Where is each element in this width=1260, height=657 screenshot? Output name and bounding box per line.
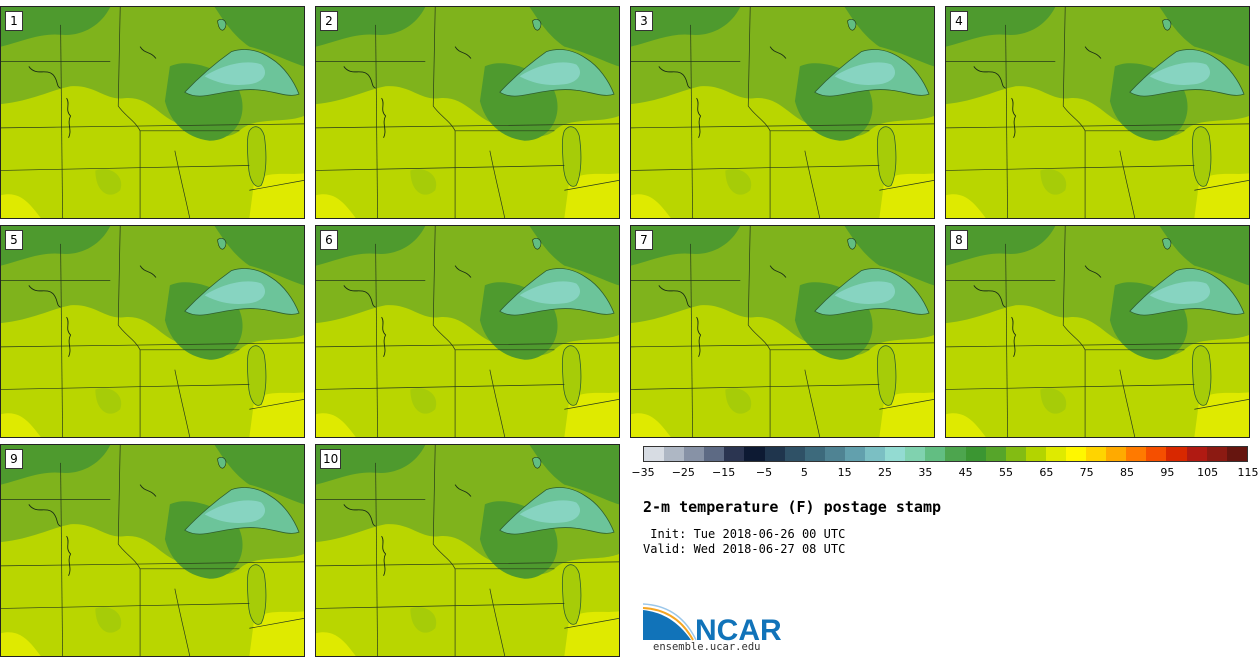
temperature-map (946, 7, 1249, 218)
colorbar-tick-label: 115 (1237, 466, 1259, 479)
colorbar-swatch (1106, 447, 1127, 461)
panel-number: 8 (950, 230, 968, 250)
colorbar-swatch (844, 447, 866, 461)
panel-6: 6 (315, 225, 620, 438)
ncar-logo-text: NCAR (695, 614, 782, 647)
temperature-colorbar (643, 446, 1248, 462)
colorbar-tick-label: 95 (1160, 466, 1175, 479)
colorbar-swatch (1025, 447, 1046, 461)
panel-number: 5 (5, 230, 23, 250)
colorbar-tick-label: 25 (878, 466, 892, 479)
product-title: 2-m temperature (F) postage stamp (643, 498, 942, 516)
colorbar-swatch (1005, 447, 1026, 461)
colorbar-swatch (865, 447, 886, 461)
colorbar-swatch (1226, 447, 1247, 461)
temperature-map (631, 7, 934, 218)
panel-number: 9 (5, 449, 23, 469)
colorbar-tick-label: −25 (671, 466, 695, 479)
ncar-logo: NCAR (643, 603, 782, 647)
colorbar-swatch (945, 447, 966, 461)
colorbar-swatch (644, 447, 665, 461)
colorbar-swatch (905, 447, 926, 461)
colorbar-tick-label: −35 (631, 466, 655, 479)
colorbar-tick-label: −15 (712, 466, 736, 479)
panel-10: 10 (315, 444, 620, 657)
colorbar-tick-label: 55 (999, 466, 1013, 479)
init-time: Init: Tue 2018-06-26 00 UTC (643, 527, 846, 541)
colorbar-swatch (1166, 447, 1187, 461)
colorbar-swatch (704, 447, 725, 461)
temperature-map (316, 226, 619, 437)
panel-number: 3 (635, 11, 653, 31)
temperature-map (1, 226, 304, 437)
colorbar-tick-label: 35 (918, 466, 933, 479)
colorbar-swatch (1045, 447, 1066, 461)
temperature-map (1, 7, 304, 218)
colorbar-swatch (664, 447, 685, 461)
colorbar-swatch (1146, 447, 1167, 461)
logo-url: ensemble.ucar.edu (653, 641, 761, 653)
valid-time: Valid: Wed 2018-06-27 08 UTC (643, 542, 846, 556)
colorbar-swatch (764, 447, 785, 461)
temperature-map (631, 226, 934, 437)
panel-7: 7 (630, 225, 935, 438)
panel-1: 1 (0, 6, 305, 219)
temperature-map (946, 226, 1249, 437)
colorbar-tick-label: 65 (1039, 466, 1054, 479)
colorbar-swatch (885, 447, 906, 461)
colorbar-swatch (724, 447, 745, 461)
colorbar-tick-label: 75 (1079, 466, 1094, 479)
colorbar-swatch (744, 447, 765, 461)
panel-3: 3 (630, 6, 935, 219)
panel-2: 2 (315, 6, 620, 219)
panel-number: 7 (635, 230, 653, 250)
colorbar-tick-label: 85 (1120, 466, 1134, 479)
colorbar-swatch (1206, 447, 1227, 461)
colorbar-swatch (1086, 447, 1107, 461)
colorbar-tick-label: −5 (755, 466, 773, 479)
colorbar-tick-label: 45 (958, 466, 973, 479)
colorbar-tick-label: 5 (800, 466, 808, 479)
panel-number: 6 (320, 230, 338, 250)
colorbar-tick-label: 105 (1197, 466, 1219, 479)
panel-number: 10 (320, 449, 342, 469)
colorbar-swatch (684, 447, 705, 461)
panel-8: 8 (945, 225, 1250, 438)
panel-number: 4 (950, 11, 968, 31)
colorbar-swatch (804, 447, 825, 461)
colorbar-tick-labels: −35 −25 −15 −5 5 15 25 35 45 55 65 75 85 95 105 115 (631, 466, 1258, 482)
colorbar-swatch (1126, 447, 1147, 461)
colorbar-swatch (925, 447, 946, 461)
panel-5: 5 (0, 225, 305, 438)
panel-number: 1 (5, 11, 23, 31)
colorbar-swatch (824, 447, 845, 461)
colorbar-swatch (784, 447, 805, 461)
colorbar-swatch (965, 447, 986, 461)
ncar-logo-mark (643, 610, 691, 640)
colorbar-swatch (1186, 447, 1207, 461)
colorbar-swatch (985, 447, 1006, 461)
temperature-map (316, 445, 619, 656)
colorbar-tick-label: 15 (837, 466, 852, 479)
panel-number: 2 (320, 11, 338, 31)
panel-9: 9 (0, 444, 305, 657)
temperature-map (316, 7, 619, 218)
colorbar-swatch (1065, 447, 1087, 461)
panel-4: 4 (945, 6, 1250, 219)
temperature-map (1, 445, 304, 656)
